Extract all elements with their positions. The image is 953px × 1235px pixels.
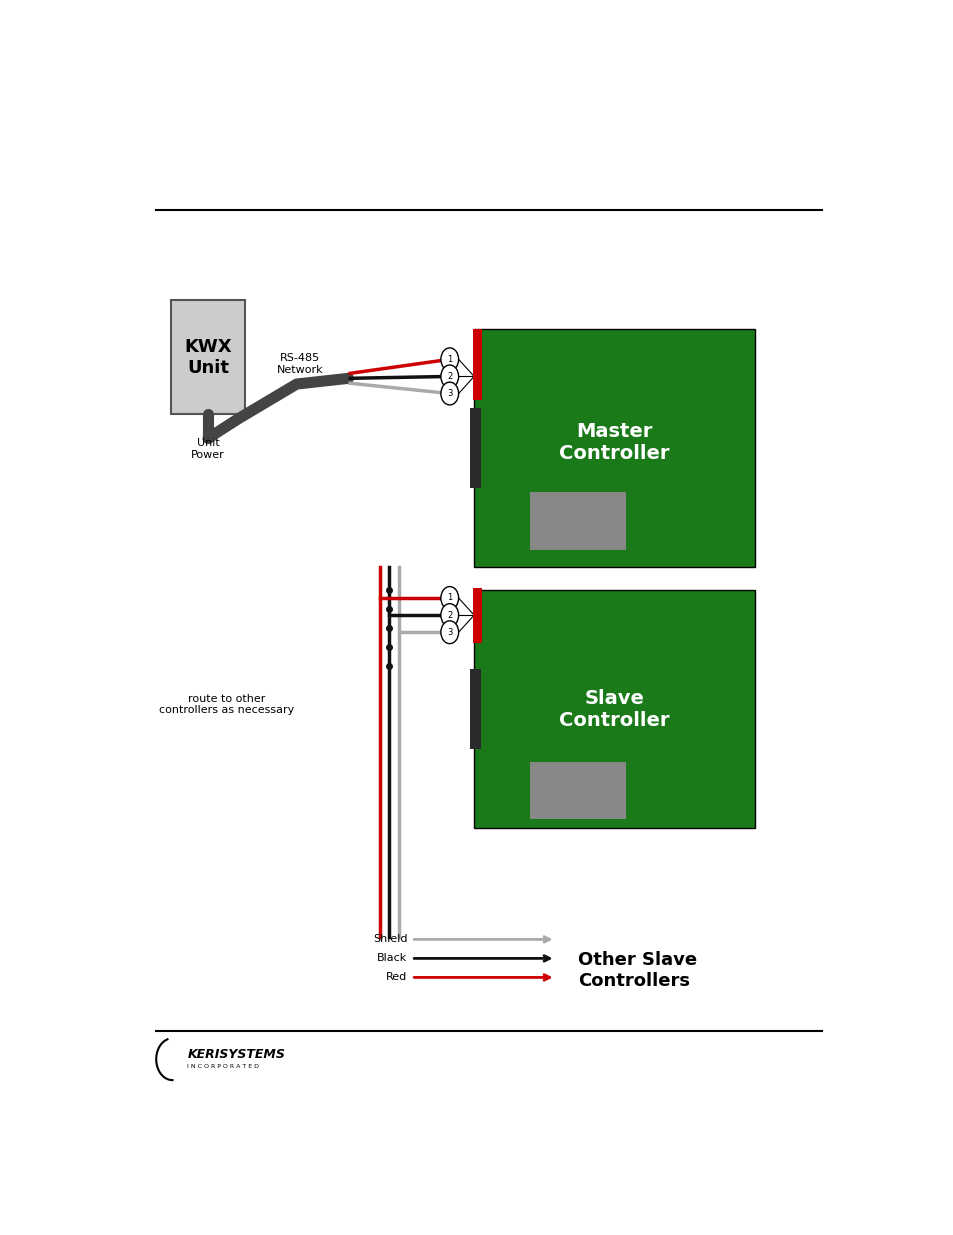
Text: 1: 1 [447,354,452,364]
Text: 1: 1 [447,594,452,603]
Bar [470,408,480,488]
Bar [472,588,481,642]
Bar [474,329,755,567]
Text: 3: 3 [447,389,452,398]
Text: KERISYSTEMS: KERISYSTEMS [187,1049,285,1061]
Text: 3: 3 [447,627,452,637]
Text: Slave
Controller: Slave Controller [558,689,669,730]
Bar [470,669,480,750]
Bar [529,762,625,819]
Circle shape [440,348,458,370]
Circle shape [440,587,458,609]
Text: Master
Controller: Master Controller [558,422,669,463]
Text: KWX
Unit: KWX Unit [184,338,232,377]
Circle shape [440,382,458,405]
Text: I N C O R P O R A T E D: I N C O R P O R A T E D [187,1065,259,1070]
Circle shape [440,621,458,643]
Text: RS-485
Network: RS-485 Network [276,353,323,375]
Text: route to other
controllers as necessary: route to other controllers as necessary [158,694,294,715]
Bar [474,590,755,829]
Circle shape [440,604,458,626]
Text: Other Slave
Controllers: Other Slave Controllers [577,951,696,990]
Bar [472,329,481,400]
Bar [529,493,625,550]
Text: Shield: Shield [373,935,407,945]
Text: 2: 2 [447,610,452,620]
Text: Unit
Power: Unit Power [191,438,225,459]
Text: Red: Red [386,972,407,982]
FancyBboxPatch shape [171,300,245,415]
Text: 2: 2 [447,372,452,380]
Circle shape [440,366,458,388]
Text: Black: Black [377,953,407,963]
